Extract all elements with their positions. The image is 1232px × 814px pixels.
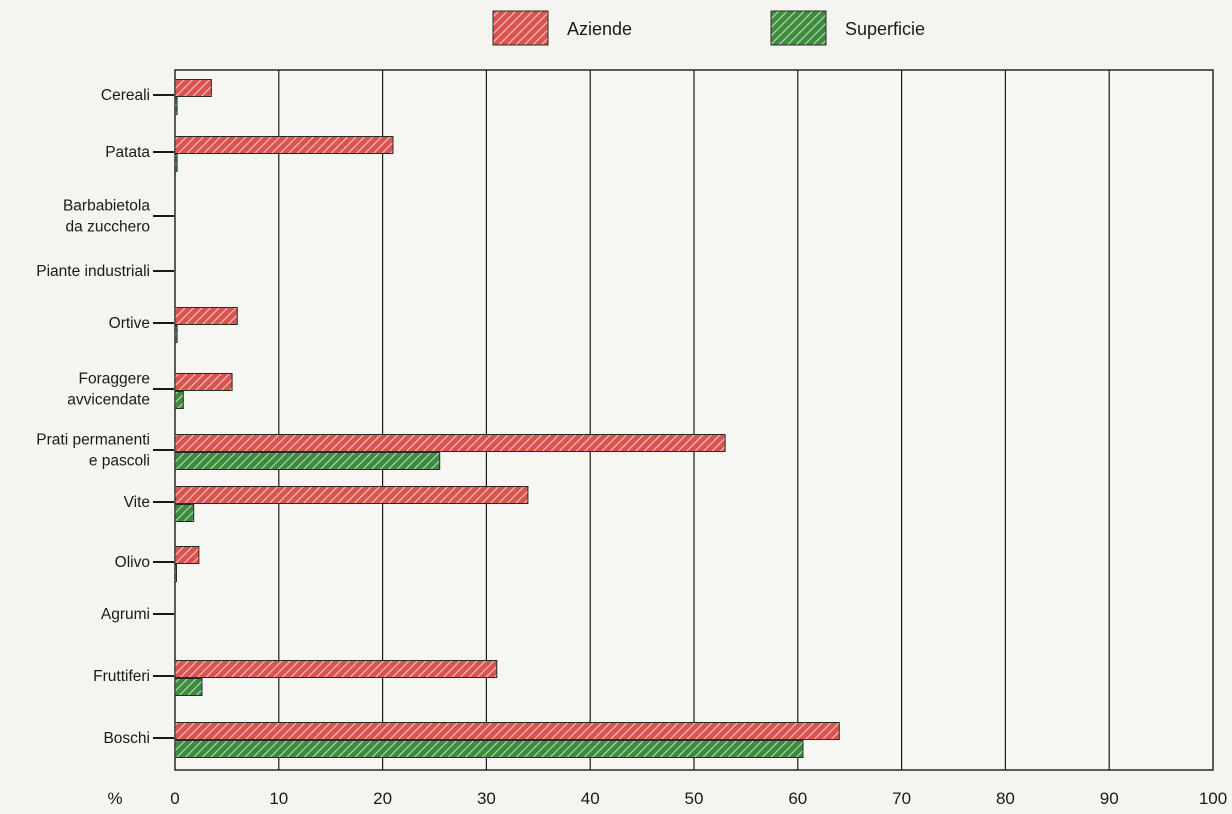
category-label: Patata xyxy=(105,144,150,161)
bar-aziende xyxy=(174,79,212,97)
category-label: Ortive xyxy=(109,315,150,332)
x-tick-label: 10 xyxy=(269,789,288,808)
bar-aziende xyxy=(174,486,529,504)
bar-aziende xyxy=(174,434,726,452)
bar-aziende xyxy=(174,136,394,154)
x-tick-label: 60 xyxy=(788,789,807,808)
plot-frame xyxy=(174,69,1214,771)
category-label: avvicendate xyxy=(67,392,150,409)
legend: Aziende Superficie xyxy=(492,10,925,46)
category-label: Agrumi xyxy=(101,606,150,623)
bar-aziende xyxy=(174,307,238,325)
x-tick-label: 90 xyxy=(1100,789,1119,808)
bar-aziende xyxy=(174,660,498,678)
bar-aziende xyxy=(174,373,233,391)
bar-superficie xyxy=(174,452,441,470)
bar-superficie xyxy=(174,325,178,343)
plot-area: 0 10 20 30 40 50 60 70 80 90 100% Cereali Patata Barb… xyxy=(36,69,1227,808)
x-tick-label: 20 xyxy=(373,789,392,808)
legend-swatch-aziende xyxy=(492,10,549,46)
bar-aziende xyxy=(174,722,840,740)
bar-superficie xyxy=(174,97,178,115)
bar-superficie xyxy=(174,564,177,582)
x-tick-label: 30 xyxy=(477,789,496,808)
x-axis-unit: % xyxy=(107,789,122,808)
legend-label: Superficie xyxy=(845,19,925,39)
x-tick-label: 80 xyxy=(996,789,1015,808)
category-label: Fruttiferi xyxy=(93,668,150,685)
category-label: e pascoli xyxy=(89,453,150,470)
bar-superficie xyxy=(174,678,203,696)
x-tick-label: 0 xyxy=(170,789,179,808)
category-label: Barbabietola xyxy=(63,198,150,215)
bar-superficie xyxy=(174,154,178,172)
category-label: Vite xyxy=(124,494,150,511)
x-tick-label: 50 xyxy=(685,789,704,808)
legend-label: Aziende xyxy=(567,19,632,39)
category-label: da zucchero xyxy=(66,219,150,236)
category-label: Prati permanenti xyxy=(36,432,150,449)
x-tick-label: 70 xyxy=(892,789,911,808)
legend-swatch-superficie xyxy=(770,10,827,46)
x-tick-label: 40 xyxy=(581,789,600,808)
bar-superficie xyxy=(174,391,184,409)
category-label: Foraggere xyxy=(78,371,150,388)
category-label: Cereali xyxy=(101,87,150,104)
category-label: Piante industriali xyxy=(36,263,150,280)
bar-superficie xyxy=(174,740,804,758)
bar-superficie xyxy=(174,504,195,522)
x-tick-label: 100 xyxy=(1199,789,1227,808)
bar-aziende xyxy=(174,546,200,564)
category-label: Boschi xyxy=(103,730,150,747)
category-label: Olivo xyxy=(115,554,150,571)
